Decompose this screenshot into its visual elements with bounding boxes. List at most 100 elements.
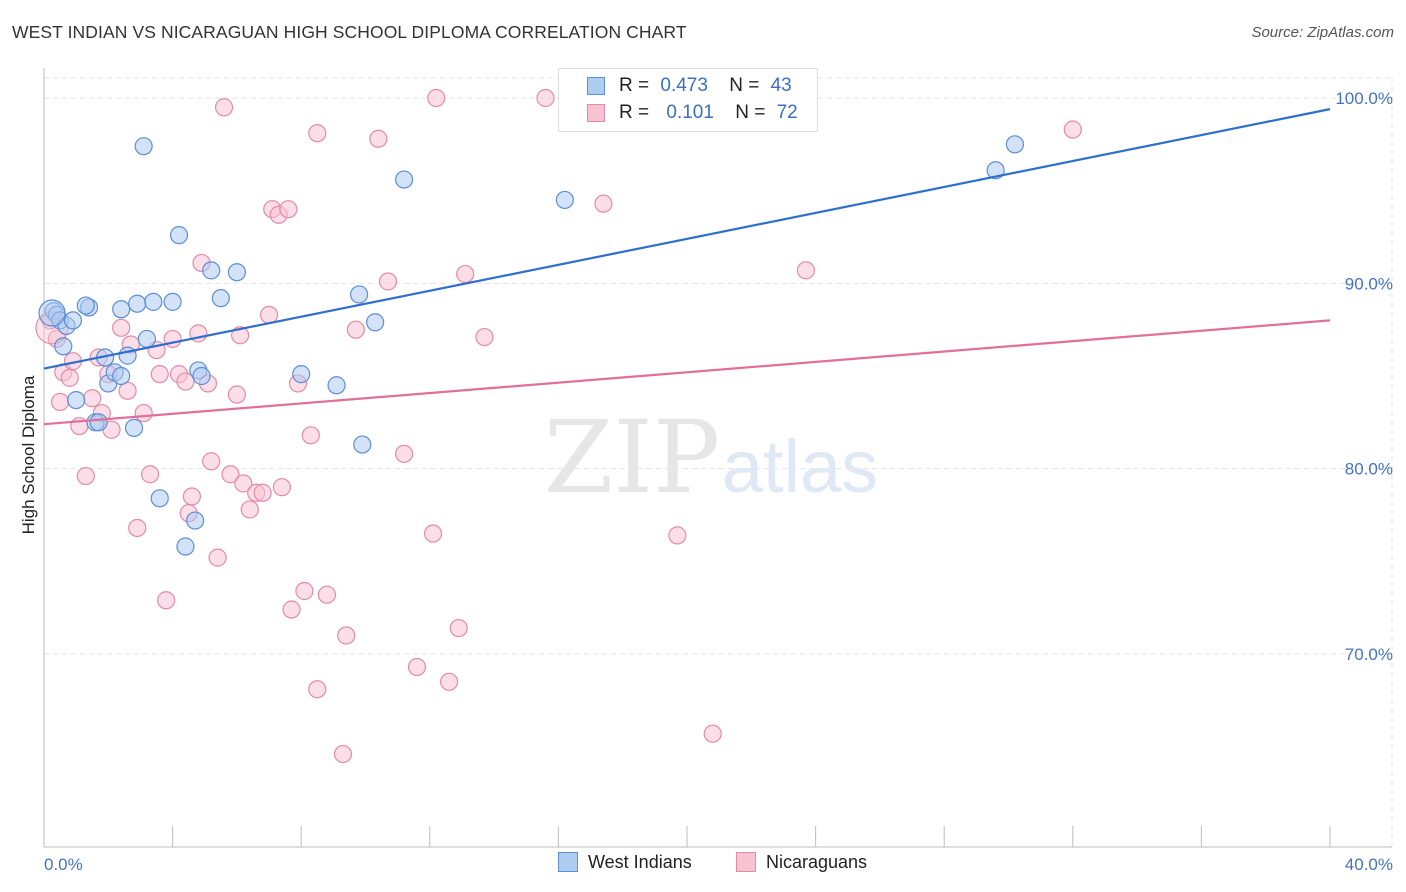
- data-point: [227, 385, 246, 404]
- data-point: [308, 124, 327, 143]
- axes: [43, 68, 1392, 848]
- legend-r-label: R =: [619, 102, 650, 123]
- data-point: [221, 465, 240, 484]
- data-point: [475, 327, 494, 347]
- data-point: [282, 600, 301, 619]
- data-point: [227, 263, 246, 282]
- legend-n-label: N =: [735, 102, 766, 123]
- legend: R = 0.473 N = 43 R = 0.101 N = 72: [558, 68, 818, 132]
- data-point: [353, 435, 372, 454]
- data-point: [378, 272, 398, 291]
- data-point: [157, 591, 176, 610]
- data-point: [1063, 120, 1082, 139]
- data-point: [54, 337, 73, 356]
- data-point: [137, 329, 156, 349]
- data-point: [208, 548, 227, 567]
- y-tick-label: 70.0%: [1345, 645, 1393, 664]
- data-point: [192, 366, 211, 386]
- data-point: [279, 200, 298, 219]
- legend-n-value: 72: [776, 102, 798, 123]
- data-point: [67, 390, 86, 410]
- data-point: [202, 452, 221, 471]
- data-point: [703, 724, 722, 743]
- nicaraguans-legend-swatch: [736, 852, 756, 872]
- legend-row-nicaraguans: R = 0.101 N = 72: [587, 100, 798, 126]
- data-point: [439, 672, 459, 691]
- legend-n-value: 43: [770, 75, 792, 96]
- data-point: [176, 537, 195, 556]
- y-tick-label: 100.0%: [1335, 89, 1393, 108]
- data-point: [295, 581, 314, 601]
- data-point: [150, 489, 169, 508]
- data-point: [76, 296, 95, 315]
- chart-title: WEST INDIAN VS NICARAGUAN HIGH SCHOOL DI…: [12, 22, 687, 42]
- data-point: [214, 98, 234, 117]
- bottom-legend-west-indians: West Indians: [558, 852, 692, 873]
- data-point: [83, 389, 102, 408]
- data-point: [407, 657, 427, 677]
- nicaraguans-trend-line: [43, 319, 1331, 426]
- grid-lines: [44, 77, 1393, 847]
- legend-row-west-indians: R = 0.473 N = 43: [587, 73, 792, 99]
- data-point: [163, 292, 182, 311]
- legend-r-value: 0.473: [660, 75, 708, 96]
- data-point: [317, 585, 337, 604]
- data-point: [301, 426, 320, 445]
- data-point: [134, 137, 153, 156]
- data-point: [536, 88, 555, 108]
- data-point: [986, 161, 1005, 180]
- legend-n-label: N =: [729, 75, 760, 96]
- data-point: [140, 465, 160, 484]
- data-point: [128, 518, 147, 538]
- legend-r-value: 0.101: [666, 102, 714, 123]
- y-tick-label: 90.0%: [1345, 274, 1393, 293]
- data-point-cluster: [38, 299, 66, 327]
- data-point: [594, 194, 613, 213]
- data-point: [176, 372, 195, 391]
- y-axis-label: High School Diploma: [19, 375, 38, 534]
- data-point: [333, 744, 353, 764]
- bottom-legend-nicaraguans: Nicaraguans: [736, 852, 867, 873]
- data-point: [240, 500, 259, 519]
- data-point: [427, 88, 446, 108]
- data-point: [186, 511, 205, 530]
- data-point: [327, 376, 346, 395]
- data-point: [796, 261, 816, 280]
- data-point: [423, 524, 443, 543]
- data-point: [369, 129, 388, 148]
- data-point: [144, 292, 163, 311]
- source-label: Source: ZipAtlas.com: [1251, 24, 1394, 41]
- x-tick-label-min: 0.0%: [44, 855, 83, 874]
- data-point: [234, 474, 253, 493]
- data-point: [112, 366, 131, 386]
- data-point: [456, 264, 475, 284]
- data-point: [555, 190, 574, 210]
- y-tick-label: 80.0%: [1345, 460, 1393, 479]
- watermark: ZIP atlas: [544, 399, 878, 516]
- data-point: [112, 318, 131, 337]
- data-point: [63, 311, 83, 330]
- west-indians-points: [38, 135, 1025, 556]
- data-point: [124, 418, 144, 437]
- data-point: [134, 403, 153, 423]
- data-point: [272, 478, 292, 497]
- data-point: [253, 483, 272, 502]
- west-indians-legend-swatch: [558, 852, 578, 872]
- data-point: [292, 365, 311, 384]
- nicaraguans-swatch: [587, 104, 605, 122]
- data-point: [349, 285, 369, 304]
- trend-lines: [43, 108, 1331, 426]
- data-point: [112, 300, 131, 319]
- data-point: [394, 444, 414, 463]
- data-point: [449, 618, 468, 638]
- data-point: [60, 368, 79, 387]
- data-point: [89, 413, 108, 432]
- data-point: [668, 526, 687, 545]
- west-indians-legend-label: West Indians: [588, 852, 692, 872]
- data-point: [182, 487, 201, 506]
- west-indians-swatch: [587, 77, 605, 95]
- watermark-zip: ZIP: [544, 399, 720, 516]
- data-point: [308, 680, 327, 699]
- nicaraguans-legend-label: Nicaraguans: [766, 852, 868, 872]
